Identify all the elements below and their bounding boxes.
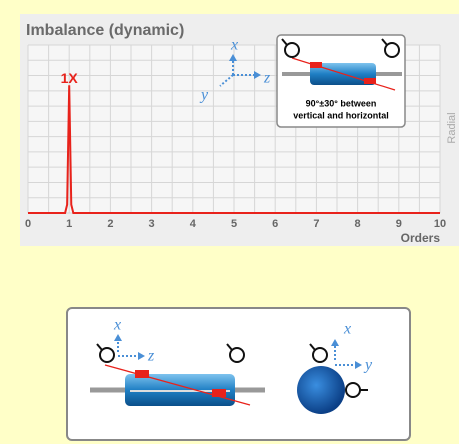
chart-title: Imbalance (dynamic) [26, 22, 184, 39]
annotation: 1X [61, 70, 79, 86]
x-tick-label: 7 [313, 218, 319, 230]
x-tick-label: 3 [149, 218, 155, 230]
x-tick-label: 4 [190, 218, 197, 230]
axis-letter: z [147, 348, 155, 365]
inset-note: 90°±30° between [306, 98, 377, 108]
y-axis-label: Radial [446, 112, 458, 143]
axis-letter: z [263, 70, 271, 87]
x-tick-label: 9 [396, 218, 402, 230]
axis-letter: x [230, 37, 238, 54]
x-tick-label: 10 [434, 218, 446, 230]
axis-letter: x [343, 321, 351, 338]
x-tick-label: 8 [355, 218, 361, 230]
x-tick-label: 6 [272, 218, 278, 230]
inset-note: vertical and horizontal [293, 110, 389, 120]
axis-letter: y [199, 87, 209, 104]
page: Imbalance (dynamic) Orders Radial 0 1 2 3 4 5… [0, 0, 459, 444]
x-tick-label: 1 [66, 218, 72, 230]
axis-letter: y [363, 357, 373, 374]
axis-letter: x [113, 317, 121, 334]
x-tick-label: 0 [25, 218, 31, 230]
x-axis-label: Orders [401, 231, 441, 245]
x-tick-label: 2 [107, 218, 113, 230]
x-tick-label: 5 [231, 218, 237, 230]
